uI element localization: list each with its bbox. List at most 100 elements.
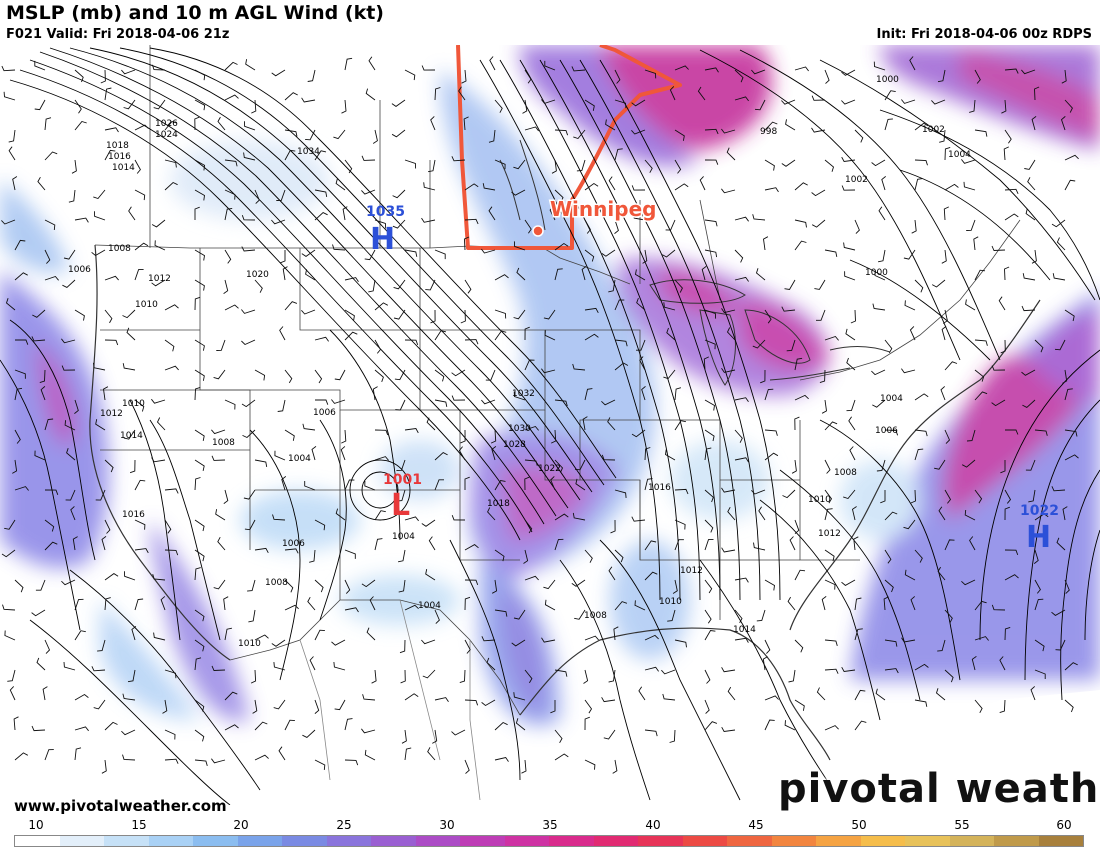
wind-barb [404, 747, 412, 761]
wind-barb [544, 599, 556, 611]
wind-barb [663, 302, 676, 311]
wind-barb [1034, 579, 1041, 594]
wind-barb [421, 217, 436, 223]
wind-barbs [1, 56, 1079, 774]
wind-barb [734, 609, 743, 624]
wind-barb [344, 607, 359, 613]
wind-barb [44, 489, 59, 495]
website-url: www.pivotalweather.com [14, 797, 227, 815]
wind-barb [991, 365, 1006, 371]
wind-barb [974, 369, 985, 382]
wind-barb [194, 567, 201, 581]
wind-barb [3, 91, 16, 101]
isobar-label: 1014 [733, 625, 756, 635]
wind-barb [151, 279, 166, 287]
wind-barb [850, 309, 856, 324]
wind-barb [934, 459, 946, 470]
wind-barb [666, 327, 676, 341]
wind-barb [644, 69, 657, 79]
wind-barb [755, 268, 766, 281]
wind-barb [374, 339, 382, 354]
wind-barb [434, 452, 448, 461]
wind-barb [704, 399, 715, 411]
wind-barb [644, 729, 658, 737]
wind-barb [216, 339, 226, 351]
wind-barb [254, 634, 269, 641]
wind-barb [543, 309, 556, 320]
wind-barb [74, 69, 84, 83]
wind-barb [341, 99, 347, 114]
wind-barb [576, 159, 586, 172]
wind-barb [481, 399, 496, 405]
wind-barb [425, 279, 436, 291]
wind-barb [314, 150, 327, 161]
wind-barb [74, 217, 89, 223]
wind-barb [665, 219, 676, 231]
wind-barb [460, 429, 466, 444]
winnipeg-dot [532, 225, 544, 237]
wind-barb [426, 417, 436, 431]
wind-barb [63, 661, 76, 671]
wind-barb [704, 538, 714, 551]
wind-barb [162, 699, 168, 714]
wind-barb [554, 538, 564, 551]
wind-barb [488, 206, 496, 221]
wind-barb [963, 181, 976, 191]
wind-barb [974, 489, 983, 504]
wind-barb [614, 362, 629, 371]
wind-barb [841, 185, 856, 191]
wind-barb [1004, 429, 1019, 435]
wind-barb [369, 596, 376, 611]
wind-barb [278, 746, 286, 761]
wind-barb [884, 639, 898, 647]
wind-barb [969, 99, 976, 113]
wind-barb [524, 459, 538, 466]
wind-barb [451, 156, 466, 162]
isobar-label: 1022 [538, 464, 561, 474]
wind-barb [667, 609, 676, 622]
wind-barb [1003, 146, 1009, 161]
wind-barb [961, 459, 976, 468]
wind-barb [335, 178, 346, 191]
wind-barb [824, 459, 831, 474]
wind-barb [914, 448, 924, 461]
wind-barb [302, 729, 316, 738]
colorbar-swatch [816, 836, 861, 846]
wind-barb [464, 339, 479, 345]
wind-barb [571, 66, 586, 72]
wind-barb [1021, 69, 1036, 75]
wind-barb [734, 216, 749, 222]
wind-barb [782, 489, 796, 499]
wind-barb [964, 509, 976, 521]
wind-barb [726, 147, 736, 161]
wind-barb [631, 185, 646, 191]
wind-barb [404, 159, 417, 169]
wind-barb [314, 579, 324, 593]
wind-barb [524, 669, 533, 684]
wind-barb [463, 236, 470, 251]
wind-barb [104, 459, 114, 473]
wind-barb [1056, 537, 1066, 551]
wind-barb [14, 486, 29, 491]
wind-barb [541, 368, 556, 374]
wind-barb [422, 669, 436, 679]
wind-barb [883, 596, 889, 611]
wind-barb [304, 481, 316, 491]
wind-barb [34, 60, 46, 71]
wind-barb [824, 421, 838, 431]
isobar-label: 1000 [865, 268, 888, 278]
wind-barb [966, 429, 976, 442]
wind-barb [104, 127, 119, 133]
wind-barb [194, 729, 205, 742]
wind-barb [241, 399, 256, 408]
isobar-label: 1002 [922, 125, 945, 135]
wind-barb [794, 639, 804, 653]
wind-barb [104, 339, 119, 346]
wind-barb [434, 697, 449, 703]
wind-barb [134, 598, 144, 611]
wind-barb [434, 87, 441, 101]
wind-barb [1004, 129, 1012, 144]
wind-barb [854, 720, 867, 731]
wind-barb [61, 338, 76, 344]
colorbar-swatch [237, 836, 282, 846]
